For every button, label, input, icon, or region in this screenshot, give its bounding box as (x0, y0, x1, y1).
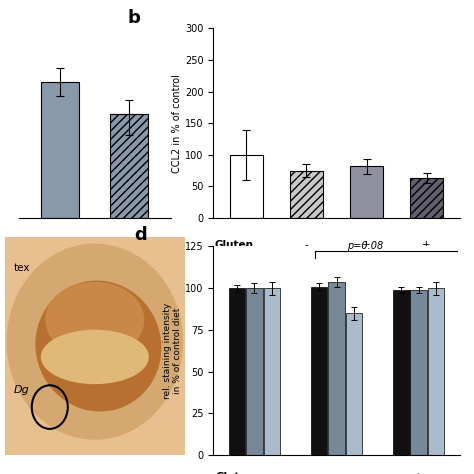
Text: +: + (56, 244, 64, 254)
Y-axis label: rel. staining intensity
in % of control diet: rel. staining intensity in % of control … (163, 302, 182, 399)
Bar (428, 288, 444, 455)
Bar (264, 288, 280, 455)
Text: +: + (125, 244, 134, 254)
Bar (230, 155, 263, 218)
Text: p=0.08: p=0.08 (346, 241, 383, 251)
Text: -: - (253, 472, 256, 474)
Text: -: - (335, 472, 338, 474)
Text: low: low (51, 263, 69, 273)
Text: low: low (358, 254, 375, 264)
Text: -: - (305, 240, 309, 250)
Ellipse shape (41, 330, 149, 384)
Text: Gluten: Gluten (215, 472, 254, 474)
Text: low: low (298, 254, 315, 264)
Text: Dg: Dg (14, 385, 29, 395)
Y-axis label: CCL2 in % of control: CCL2 in % of control (172, 74, 182, 173)
Text: tex: tex (14, 263, 30, 273)
Text: b: b (127, 9, 140, 27)
Bar (350, 166, 383, 218)
Text: +: + (362, 240, 371, 250)
Bar (410, 178, 443, 218)
Text: Gluten: Gluten (215, 240, 254, 250)
Ellipse shape (45, 282, 144, 358)
Text: -: - (245, 254, 248, 264)
Text: high: high (118, 263, 141, 273)
Bar (290, 171, 323, 218)
Bar (311, 286, 328, 455)
Ellipse shape (36, 281, 161, 411)
Text: -: - (245, 240, 248, 250)
Bar (410, 290, 427, 455)
Text: d: d (135, 226, 147, 244)
Bar (346, 313, 362, 455)
Bar (41, 82, 79, 218)
Bar (328, 282, 345, 455)
Ellipse shape (7, 244, 183, 440)
Text: high: high (415, 254, 438, 264)
Bar (246, 288, 263, 455)
Bar (110, 114, 148, 218)
Text: ATI: ATI (215, 254, 233, 264)
Bar (393, 290, 410, 455)
Bar (229, 288, 245, 455)
Text: +: + (414, 472, 423, 474)
Text: +: + (422, 240, 431, 250)
